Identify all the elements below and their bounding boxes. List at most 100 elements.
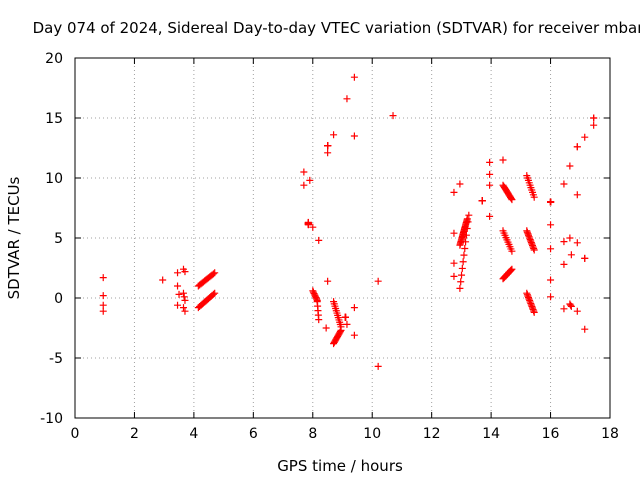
data-point	[350, 132, 358, 140]
data-point	[350, 73, 358, 81]
x-tick-label: 10	[363, 426, 381, 442]
data-point	[567, 251, 575, 259]
data-point	[450, 272, 458, 280]
data-point	[99, 307, 107, 315]
x-axis-label: GPS time / hours	[277, 457, 403, 475]
data-point	[343, 95, 351, 103]
data-point	[547, 198, 555, 206]
data-point	[180, 293, 188, 301]
x-tick-label: 2	[130, 426, 139, 442]
data-point	[337, 326, 345, 334]
data-point	[573, 143, 581, 151]
y-tick-label: -5	[49, 351, 63, 367]
data-point	[486, 181, 494, 189]
data-point	[486, 158, 494, 166]
data-point	[459, 258, 467, 266]
x-tick-label: 14	[482, 426, 500, 442]
data-point	[450, 229, 458, 237]
data-point	[465, 211, 473, 219]
grid-layer	[75, 58, 610, 418]
data-point	[507, 267, 515, 275]
data-point	[315, 316, 323, 324]
data-point	[350, 304, 358, 312]
data-point	[211, 289, 219, 297]
data-point	[209, 270, 217, 278]
data-point	[211, 269, 219, 277]
data-point	[350, 331, 358, 339]
data-point	[508, 247, 516, 255]
data-point	[174, 282, 182, 290]
data-point	[581, 133, 589, 141]
data-point	[458, 271, 466, 279]
data-point	[300, 168, 308, 176]
data-point	[460, 251, 468, 259]
data-point	[179, 289, 187, 297]
y-tick-label: 0	[54, 291, 63, 307]
chart-title: Day 074 of 2024, Sidereal Day-to-day VTE…	[33, 19, 640, 37]
y-axis-label: SDTVAR / TECUs	[5, 176, 23, 299]
data-point	[306, 176, 314, 184]
data-point	[174, 301, 182, 309]
data-point	[547, 245, 555, 253]
data-point	[300, 181, 308, 189]
data-point	[560, 180, 568, 188]
data-point	[560, 305, 568, 313]
data-point	[181, 296, 189, 304]
y-tick-label: -10	[40, 411, 63, 427]
data-point	[343, 320, 351, 328]
x-tick-label: 4	[189, 426, 198, 442]
data-point	[304, 221, 312, 229]
data-point	[507, 194, 515, 202]
data-point	[330, 131, 338, 139]
data-point	[530, 193, 538, 201]
data-point	[324, 142, 332, 150]
data-point	[99, 301, 107, 309]
x-tick-label: 18	[601, 426, 619, 442]
data-point	[567, 302, 575, 310]
data-point	[179, 304, 187, 312]
data-point	[590, 114, 598, 122]
data-point	[181, 268, 189, 276]
data-point	[181, 307, 189, 315]
y-tick-label: 15	[45, 111, 63, 127]
data-point	[566, 234, 574, 242]
y-tick-label: 5	[54, 231, 63, 247]
data-point	[560, 238, 568, 246]
data-point	[450, 188, 458, 196]
x-tick-label: 12	[423, 426, 441, 442]
data-point	[461, 244, 469, 252]
data-point	[456, 180, 464, 188]
data-point	[456, 284, 464, 292]
data-point	[508, 265, 516, 273]
data-point	[530, 246, 538, 254]
y-tick-label: 10	[45, 171, 63, 187]
data-point	[324, 149, 332, 157]
data-point	[486, 212, 494, 220]
data-point	[581, 325, 589, 333]
data-point	[450, 259, 458, 267]
data-point	[389, 112, 397, 120]
data-point	[315, 236, 323, 244]
data-point	[547, 221, 555, 229]
data-point	[159, 276, 167, 284]
data-point	[573, 239, 581, 247]
data-point	[463, 215, 471, 223]
data-point	[175, 290, 183, 298]
data-point	[324, 277, 332, 285]
data-point	[567, 301, 575, 309]
data-point	[560, 260, 568, 268]
data-point	[530, 308, 538, 316]
data-point	[581, 254, 589, 262]
data-point	[573, 307, 581, 315]
data-point	[508, 196, 516, 204]
data-point	[99, 292, 107, 300]
data-point	[341, 313, 349, 321]
x-tick-label: 16	[542, 426, 560, 442]
data-point	[99, 274, 107, 282]
data-point	[573, 191, 581, 199]
data-point	[374, 277, 382, 285]
data-point	[458, 264, 466, 272]
data-point	[309, 223, 317, 231]
data-point	[374, 362, 382, 370]
